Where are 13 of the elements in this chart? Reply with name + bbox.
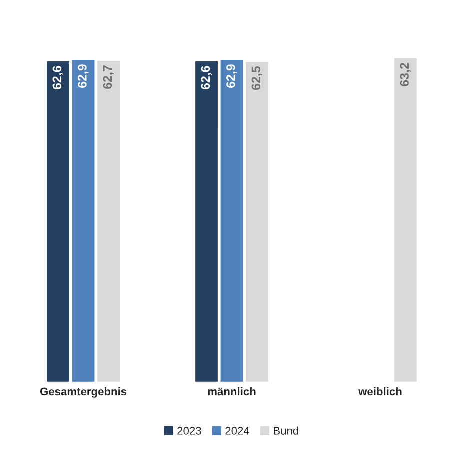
x-tick-label: männlich	[208, 387, 256, 396]
x-tick-label: weiblich	[358, 387, 402, 396]
legend-label: 2024	[226, 427, 250, 435]
data-label: 63,2	[400, 63, 411, 86]
data-label: 62,6	[52, 66, 64, 90]
data-label: 62,7	[103, 66, 114, 90]
data-label: 62,9	[78, 64, 89, 88]
legend-label: 2023	[178, 427, 202, 435]
legend-label: Bund	[274, 426, 298, 435]
data-label: 62,5	[252, 66, 262, 90]
x-tick-label: Gesamtergebnis	[40, 387, 127, 398]
data-label: 62,9	[226, 64, 238, 88]
data-label: 62,6	[201, 66, 212, 90]
